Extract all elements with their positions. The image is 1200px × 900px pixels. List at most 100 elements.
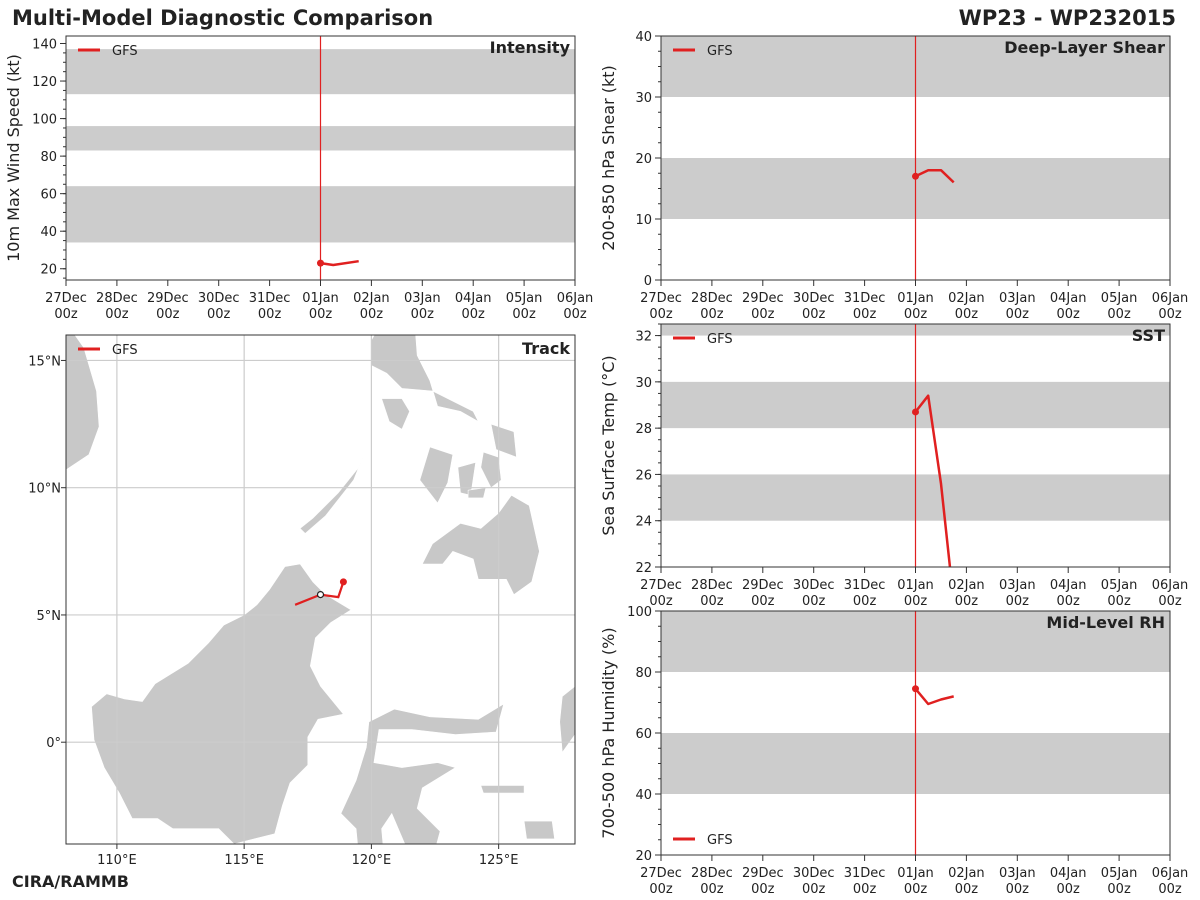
intensity-y-tick-label: 40 (40, 225, 57, 240)
sst-x-tick-label: 05Jan (1101, 578, 1138, 593)
rh-x-tick-label-hour: 00z (700, 882, 724, 897)
track-legend-label: GFS (112, 343, 138, 358)
rh-x-tick-label: 29Dec (742, 866, 784, 881)
intensity-x-tick-label: 02Jan (353, 291, 390, 306)
shear-x-tick-label-hour: 00z (1158, 307, 1182, 322)
samar-land (490, 423, 517, 458)
rh-series-gfs-line (914, 687, 954, 706)
track-y-tick-label: 15°N (28, 354, 61, 369)
rh-y-tick-label: 100 (627, 605, 652, 620)
intensity-y-tick-label: 140 (32, 38, 57, 53)
sst-plot-area (661, 324, 1170, 567)
rh-x-tick-label: 28Dec (691, 866, 733, 881)
shear-y-tick-label: 20 (635, 152, 652, 167)
intensity-x-tick-label-hour: 00z (462, 307, 486, 322)
rh-x-tick-label-hour: 00z (853, 882, 877, 897)
intensity-x-tick-label: 29Dec (147, 291, 189, 306)
intensity-series-gfs-line (320, 259, 359, 267)
palawan-land (299, 454, 365, 534)
intensity-y-axis-label: 10m Max Wind Speed (kt) (4, 54, 23, 262)
rh-x-tick-label-hour: 00z (1107, 882, 1131, 897)
intensity-x-tick-label: 27Dec (45, 291, 87, 306)
intensity-panel-title: Intensity (490, 38, 571, 57)
shear-x-tick-label: 04Jan (1050, 291, 1087, 306)
sst-series-gfs-start-point (912, 408, 919, 416)
shear-series-gfs-start-point (912, 172, 919, 180)
shear-x-tick-label: 01Jan (897, 291, 934, 306)
intensity-x-tick-label: 06Jan (557, 291, 594, 306)
luzon-land (371, 335, 480, 423)
intensity-x-tick-label: 28Dec (96, 291, 138, 306)
shear-chart: 01020304027Dec00z28Dec00z29Dec00z30Dec00… (599, 30, 1188, 322)
sst-x-tick-label: 06Jan (1152, 578, 1189, 593)
track-y-tick-label: 0° (46, 736, 61, 751)
rh-legend-label: GFS (707, 833, 733, 848)
rh-y-tick-label: 60 (635, 727, 652, 742)
track-y-tick-label: 5°N (37, 609, 62, 624)
shear-panel-title: Deep-Layer Shear (1004, 38, 1165, 57)
track-x-tick-label: 115°E (224, 853, 264, 868)
sst-x-tick-label: 01Jan (897, 578, 934, 593)
rh-x-tick-label-hour: 00z (955, 882, 979, 897)
intensity-x-tick-label-hour: 00z (258, 307, 282, 322)
intensity-x-tick-label-hour: 00z (512, 307, 536, 322)
rh-x-tick-label-hour: 00z (751, 882, 775, 897)
shear-x-tick-label-hour: 00z (649, 307, 673, 322)
intensity-y-tick-label: 20 (40, 263, 57, 278)
sst-chart: 22242628303227Dec00z28Dec00z29Dec00z30De… (599, 323, 1189, 609)
intensity-x-tick-label: 03Jan (404, 291, 441, 306)
track-chart: 110°E 115°E 120°E 125°E 0° 5°N 10°N 15°N Track GF… (28, 334, 576, 868)
rh-y-tick-label: 20 (635, 849, 652, 864)
rh-x-tick-label: 01Jan (897, 866, 934, 881)
sst-x-tick-label-hour: 00z (904, 594, 928, 609)
sst-y-tick-label: 28 (635, 422, 652, 437)
rh-x-tick-label: 30Dec (793, 866, 835, 881)
sst-x-tick-label-hour: 00z (649, 594, 673, 609)
shear-plot-area (661, 36, 1170, 280)
sulawesi-land (340, 703, 505, 844)
shear-x-tick-label-hour: 00z (1057, 307, 1081, 322)
sst-y-tick-label: 22 (635, 561, 652, 576)
shear-y-tick-label: 0 (644, 274, 652, 289)
shear-x-tick-label: 29Dec (742, 291, 784, 306)
sst-x-tick-label: 02Jan (948, 578, 985, 593)
sst-x-tick-label-hour: 00z (1006, 594, 1030, 609)
intensity-x-tick-label-hour: 00z (563, 307, 587, 322)
intensity-x-tick-label-hour: 00z (156, 307, 180, 322)
intensity-y-tick-label: 60 (40, 188, 57, 203)
shear-x-tick-label: 30Dec (793, 291, 835, 306)
sst-x-tick-label: 29Dec (742, 578, 784, 593)
rh-x-tick-label: 31Dec (844, 866, 886, 881)
sst-x-tick-label-hour: 00z (853, 594, 877, 609)
sst-panel-title: SST (1132, 326, 1165, 345)
intensity-y-tick-label: 80 (40, 150, 57, 165)
shear-y-axis-label: 200-850 hPa Shear (kt) (599, 65, 618, 251)
intensity-chart: 2040608010012014027Dec00z28Dec00z29Dec00… (4, 35, 594, 322)
shear-x-tick-label: 28Dec (691, 291, 733, 306)
rh-x-tick-label-hour: 00z (904, 882, 928, 897)
mindanao-land (421, 494, 540, 596)
rh-x-tick-label-hour: 00z (802, 882, 826, 897)
mindoro-land (381, 398, 410, 430)
sst-x-tick-label: 31Dec (844, 578, 886, 593)
sst-x-tick-label: 27Dec (640, 578, 682, 593)
intensity-x-tick-label-hour: 00z (360, 307, 384, 322)
shear-y-tick-label: 10 (635, 213, 652, 228)
rh-x-tick-label-hour: 00z (1006, 882, 1030, 897)
track-panel-title: Track (522, 339, 570, 358)
sst-y-tick-label: 24 (635, 515, 652, 530)
intensity-x-tick-label-hour: 00z (105, 307, 129, 322)
intensity-y-tick-label: 120 (32, 75, 57, 90)
intensity-x-tick-label: 30Dec (198, 291, 240, 306)
sst-x-tick-label-hour: 00z (955, 594, 979, 609)
shear-x-tick-label: 27Dec (640, 291, 682, 306)
rh-x-tick-label: 04Jan (1050, 866, 1087, 881)
rh-x-tick-label: 03Jan (999, 866, 1036, 881)
rh-y-tick-label: 40 (635, 788, 652, 803)
buton-land (452, 843, 454, 844)
sst-x-tick-label-hour: 00z (1107, 594, 1131, 609)
rh-series-gfs-start-point (912, 685, 919, 693)
sst-x-tick-label: 28Dec (691, 578, 733, 593)
panay-negros-land (419, 446, 454, 504)
sst-x-tick-label-hour: 00z (1057, 594, 1081, 609)
